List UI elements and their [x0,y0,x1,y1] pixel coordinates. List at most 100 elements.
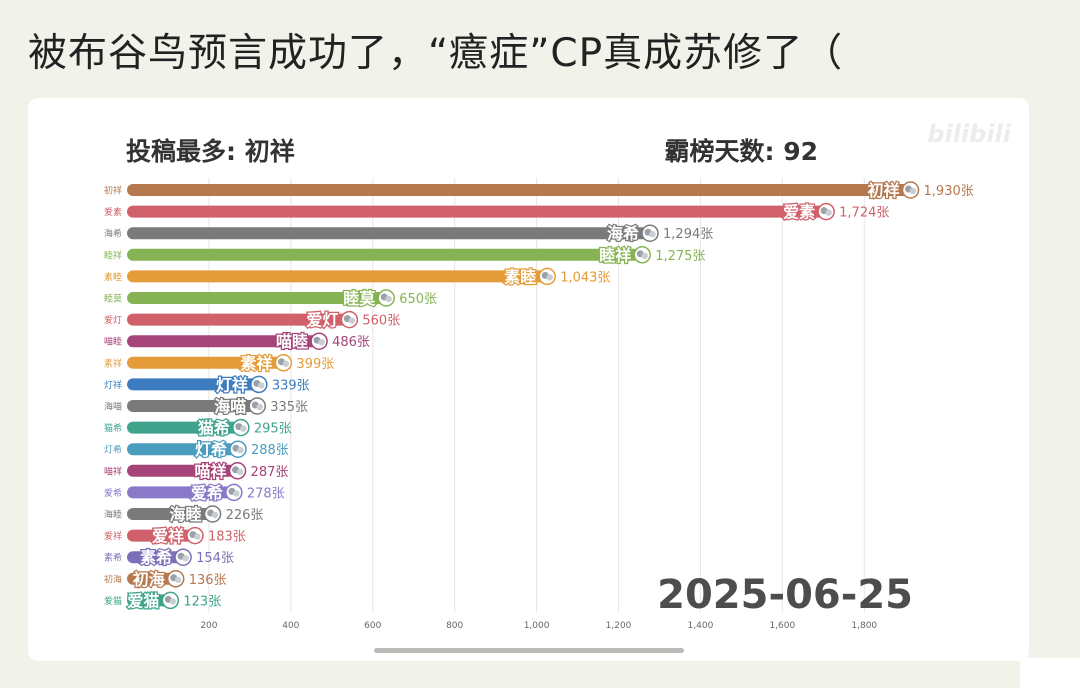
category-label: 喵睦 [104,336,122,348]
value-label: 136张 [189,573,227,588]
bar [127,378,266,391]
bar-name-label: 睦莫 [343,289,376,308]
category-label: 睦祥 [104,249,122,261]
x-tick-label: 1,800 [851,621,877,631]
avatar-detail [194,533,201,540]
bar [127,421,248,434]
value-label: 486张 [332,335,370,350]
bar-name-label: 灯希 [195,440,227,459]
category-label: 灯祥 [104,379,122,391]
bar [127,248,650,261]
bar [127,292,394,304]
avatar-detail [385,295,392,303]
bar-name-label: 海希 [607,224,639,243]
post-title: 被布谷鸟预言成功了，“癔症”CP真成苏修了（ [28,31,844,76]
avatar-detail [546,274,553,281]
x-tick-label: 1,200 [606,621,632,631]
bar [127,205,834,218]
value-label: 295张 [254,422,292,437]
category-label: 海睦 [104,509,122,521]
bar-name-label: 海睦 [170,505,202,524]
x-tick-label: 800 [446,621,463,631]
avatar-detail [169,598,177,605]
value-label: 1,930张 [924,184,974,199]
avatar-detail [236,468,244,475]
avatar-detail [649,231,656,238]
value-label: 154张 [196,551,234,566]
value-label: 123张 [183,594,221,609]
category-label: 海喵 [104,401,122,413]
category-label: 爱希 [104,487,122,499]
chart-card: 投稿最多: 初祥 霸榜天数: 92 bilibili 200 400 600 800 1,00… [28,98,1029,661]
x-tick-label: 1,400 [688,621,714,631]
chart-title-right: 霸榜天数: 92 [665,137,819,166]
bar-name-label: 素希 [140,548,172,567]
avatar-detail [258,382,265,389]
date-label: 2025-06-25 [657,572,913,618]
avatar-detail [233,490,240,497]
bar [127,184,918,196]
avatar-detail [175,576,182,583]
bar-name-label: 喵睦 [276,332,308,351]
bar [127,400,265,412]
category-label: 爱祥 [104,530,122,542]
bar-name-label: 爱素 [783,203,815,222]
bar-name-label: 猫希 [198,419,230,438]
category-label: 素希 [104,552,122,564]
avatar-detail [909,187,917,195]
bar-name-label: 灯祥 [216,375,248,394]
x-tick-label: 600 [364,621,381,631]
avatar-detail [211,511,219,519]
avatar-detail [641,252,648,259]
bar-chart: 投稿最多: 初祥 霸榜天数: 92 bilibili 200 400 600 800 1,00… [104,120,1012,631]
bar-name-label: 素睦 [504,267,536,286]
bar-name-label: 爱灯 [306,311,338,330]
avatar-detail [825,209,832,216]
value-label: 278张 [247,486,285,501]
bar [127,356,291,369]
chart-title-left: 投稿最多: 初祥 [126,137,295,166]
bar-name-label: 素祥 [240,354,272,373]
category-label: 初海 [104,573,122,585]
category-label: 灯希 [104,444,122,456]
avatar-detail [318,339,325,346]
value-label: 1,275张 [655,249,705,264]
x-tick-label: 1,600 [769,621,795,631]
value-label: 650张 [399,292,437,307]
x-tick-label: 1,000 [524,621,550,631]
value-label: 339张 [272,378,310,393]
bar [127,270,555,283]
bar [127,335,327,348]
category-label: 喵祥 [104,465,122,477]
avatar-detail [237,447,244,454]
value-label: 287张 [251,465,289,480]
bar-name-label: 爱猫 [127,591,159,610]
category-label: 素睦 [104,271,122,283]
value-label: 1,043张 [560,270,610,285]
x-tick-label: 200 [200,621,217,631]
category-label: 睦莫 [104,293,122,305]
watermark-logo: bilibili [927,120,1011,148]
value-label: 560张 [362,314,400,329]
bar [127,443,245,456]
value-label: 335张 [270,400,308,415]
x-tick-label: 400 [282,621,299,631]
bar [127,551,191,564]
bar-name-label: 爱祥 [152,527,184,546]
bar [127,464,245,477]
avatar-detail [240,425,247,432]
bar [127,529,202,542]
scroll-indicator[interactable] [374,648,684,653]
bar-name-label: 海喵 [214,397,246,416]
category-label: 爱灯 [104,315,122,326]
bar [127,313,357,326]
value-label: 226张 [226,508,264,523]
category-label: 初祥 [104,185,122,197]
bar-name-label: 喵祥 [195,462,227,481]
category-label: 素祥 [104,357,122,369]
bar [127,508,220,520]
avatar-detail [182,555,189,562]
bar-name-label: 初海 [133,570,165,589]
bar-name-label: 爱希 [191,483,223,502]
bar-name-label: 睦祥 [599,246,631,265]
